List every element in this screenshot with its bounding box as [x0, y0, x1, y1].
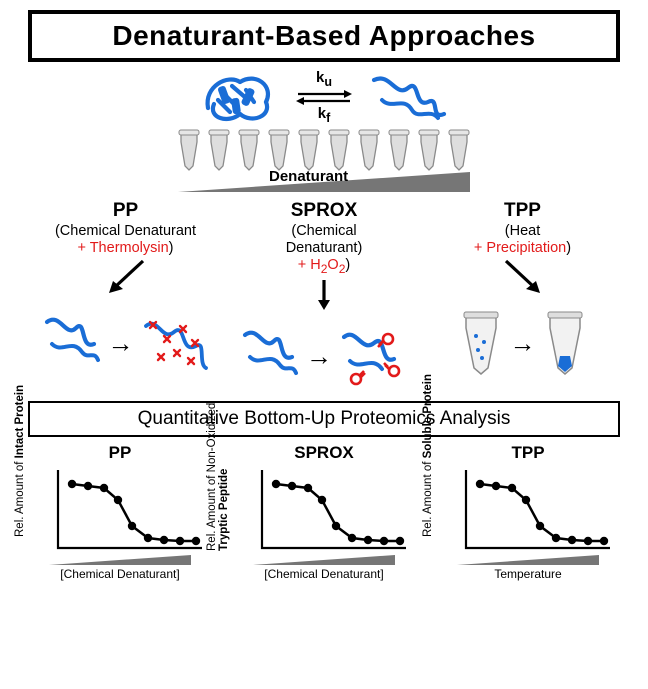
method-tpp: TPP (Heat + Precipitation) →	[425, 200, 620, 395]
pp-desc: (Chemical Denaturant + Thermolysin)	[28, 223, 223, 257]
pp-name: PP	[28, 200, 223, 222]
tpp-illustration: →	[425, 304, 620, 382]
gradient-label: Denaturant	[269, 168, 348, 185]
unfolded-protein-icon	[42, 308, 102, 378]
title-box: Denaturant-Based Approaches	[28, 10, 620, 62]
chart-pp: PP Rel. Amount of Intact Protein [Chemic…	[20, 443, 220, 581]
small-arrow-icon: →	[510, 328, 536, 359]
sigmoid-chart-icon	[252, 464, 422, 556]
denaturant-gradient: Denaturant	[174, 170, 474, 194]
tpp-name: TPP	[425, 200, 620, 222]
tube-icon	[205, 128, 233, 172]
sprox-name: SPROX	[227, 200, 422, 222]
wedge-icon	[45, 553, 195, 567]
chart-tpp-title: TPP	[428, 443, 628, 463]
tube-icon	[325, 128, 353, 172]
analysis-box: Quantitative Bottom-Up Proteomics Analys…	[28, 401, 620, 437]
equilibrium-row: ku kf	[0, 68, 648, 126]
tube-icon	[265, 128, 293, 172]
kf-label: kf	[318, 105, 331, 125]
pp-illustration: →	[28, 304, 223, 382]
chart-tpp-ylabel: Rel. Amount of Soluble Protein	[422, 374, 434, 537]
arrow-down-icon	[312, 278, 336, 312]
tube-icon	[385, 128, 413, 172]
tube-icon	[175, 128, 203, 172]
chart-pp-xlabel: [Chemical Denaturant]	[20, 567, 220, 581]
wedge-icon	[249, 553, 399, 567]
small-arrow-icon: →	[108, 328, 134, 359]
chart-tpp-xlabel: Temperature	[428, 567, 628, 581]
tube-icon	[355, 128, 383, 172]
chart-pp-ylabel: Rel. Amount of Intact Protein	[14, 385, 26, 537]
tube-icon	[295, 128, 323, 172]
tube-row	[0, 128, 648, 172]
unfolded-protein-icon	[368, 68, 448, 126]
tube-icon	[235, 128, 263, 172]
sigmoid-chart-icon	[48, 464, 218, 556]
chart-sprox-ylabel: Rel. Amount of Non-OxidizedTryptic Pepti…	[206, 403, 230, 551]
tpp-desc: (Heat + Precipitation)	[425, 223, 620, 257]
tube-icon	[415, 128, 443, 172]
eppendorf-tube-icon	[458, 308, 504, 378]
title-text: Denaturant-Based Approaches	[112, 20, 535, 51]
double-arrow-icon	[294, 89, 354, 105]
chart-sprox: SPROX Rel. Amount of Non-OxidizedTryptic…	[224, 443, 424, 581]
arrow-down-icon	[500, 259, 546, 299]
oxidized-protein-icon	[338, 321, 408, 391]
chart-tpp: TPP Rel. Amount of Soluble Protein Tempe…	[428, 443, 628, 581]
wedge-icon	[453, 553, 603, 567]
sprox-desc: (Chemical Denaturant) + H2O2)	[227, 223, 422, 276]
method-sprox: SPROX (Chemical Denaturant) + H2O2) →	[227, 200, 422, 395]
analysis-text: Quantitative Bottom-Up Proteomics Analys…	[138, 408, 511, 429]
unfolded-protein-icon	[240, 321, 300, 391]
tube-icon	[445, 128, 473, 172]
eppendorf-tube-pellet-icon	[542, 308, 588, 378]
charts-row: PP Rel. Amount of Intact Protein [Chemic…	[20, 443, 628, 581]
method-pp: PP (Chemical Denaturant + Thermolysin) →	[28, 200, 223, 395]
chart-sprox-title: SPROX	[224, 443, 424, 463]
chart-sprox-xlabel: [Chemical Denaturant]	[224, 567, 424, 581]
small-arrow-icon: →	[306, 341, 332, 372]
equilibrium-arrows: ku kf	[294, 69, 354, 125]
arrow-down-icon	[103, 259, 149, 299]
cleaved-protein-icon	[140, 308, 210, 378]
sigmoid-chart-icon	[456, 464, 626, 556]
sprox-illustration: →	[227, 317, 422, 395]
chart-pp-title: PP	[20, 443, 220, 463]
methods-row: PP (Chemical Denaturant + Thermolysin) →	[28, 200, 620, 395]
folded-protein-icon	[200, 68, 280, 126]
ku-label: ku	[316, 69, 332, 89]
